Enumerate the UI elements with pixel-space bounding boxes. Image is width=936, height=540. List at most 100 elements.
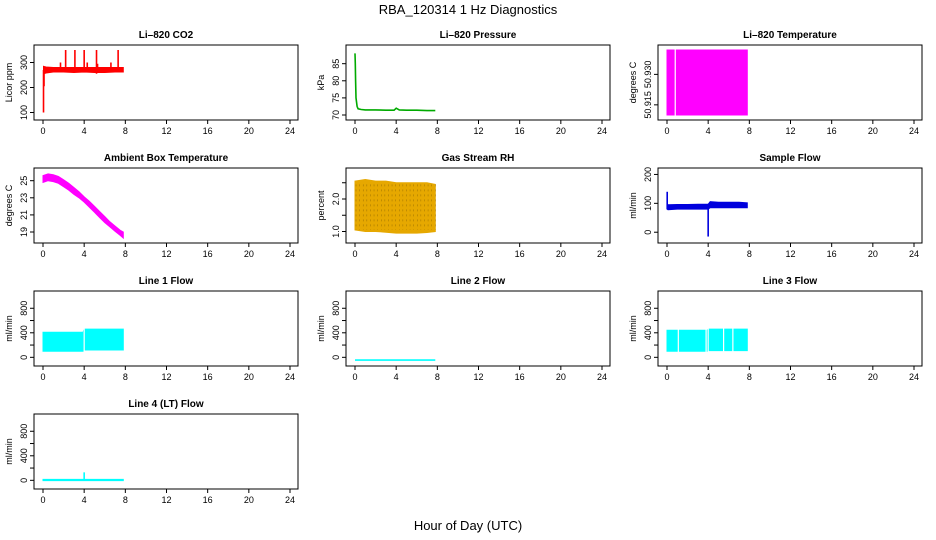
y-axis-label: degrees C	[4, 184, 14, 226]
x-tick-label: 0	[352, 249, 357, 259]
plot-frame	[33, 167, 299, 244]
x-tick-label: 16	[203, 126, 213, 136]
panel-title: Line 4 (LT) Flow	[128, 399, 204, 410]
plot-frame	[33, 290, 299, 367]
x-tick-label: 8	[435, 126, 440, 136]
x-tick-label: 16	[827, 249, 837, 259]
panel-8: Line 2 Flow 0 4 8 12 16 20 24 0 400 800 ml/min	[316, 276, 611, 382]
x-tick-label: 16	[515, 372, 525, 382]
x-tick-label: 24	[285, 495, 295, 505]
plot-frame	[345, 290, 611, 367]
x-tick-label: 12	[785, 249, 795, 259]
y-axis-label: ml/min	[4, 315, 14, 342]
x-tick-label: 8	[747, 126, 752, 136]
x-tick-label: 12	[785, 372, 795, 382]
series-temperature	[666, 49, 748, 116]
plot-frame	[345, 44, 611, 121]
x-tick-label: 8	[123, 495, 128, 505]
x-tick-label: 20	[868, 126, 878, 136]
x-tick-label: 0	[40, 126, 45, 136]
panel-3: Li–820 Temperature 0 4 8 12 16 20 24 50.915 50.93…	[628, 30, 923, 136]
x-tick-label: 0	[664, 249, 669, 259]
x-tick-label: 4	[82, 495, 87, 505]
y-tick-label: 0	[19, 478, 29, 483]
x-tick-label: 8	[123, 249, 128, 259]
y-tick-label: 800	[19, 301, 29, 316]
x-tick-label: 4	[82, 372, 87, 382]
x-tick-label: 16	[203, 372, 213, 382]
x-tick-label: 12	[161, 126, 171, 136]
y-axis-label: ml/min	[316, 315, 326, 342]
x-tick-label: 8	[435, 372, 440, 382]
series-line-1	[42, 328, 124, 352]
x-tick-label: 20	[868, 372, 878, 382]
y-axis-label: ml/min	[628, 315, 638, 342]
y-axis-label: percent	[316, 190, 326, 221]
panel-1: Li–820 CO2 0 4 8 12 16 20 24 100 200 300 Licor ppm	[4, 30, 299, 136]
x-tick-label: 8	[747, 249, 752, 259]
x-tick-label: 8	[435, 249, 440, 259]
x-tick-label: 20	[244, 126, 254, 136]
x-tick-label: 20	[556, 249, 566, 259]
panel-title: Li–820 CO2	[139, 30, 194, 41]
y-axis-label: ml/min	[628, 192, 638, 219]
x-tick-label: 12	[161, 372, 171, 382]
y-tick-label: 25	[19, 176, 29, 186]
x-tick-label: 4	[394, 126, 399, 136]
x-tick-label: 8	[123, 372, 128, 382]
figure-title: RBA_120314 1 Hz Diagnostics	[378, 2, 558, 17]
x-tick-label: 20	[244, 495, 254, 505]
y-tick-label: 100	[643, 196, 653, 211]
x-tick-label: 16	[515, 126, 525, 136]
x-tick-label: 0	[664, 372, 669, 382]
series-sample-flow	[666, 201, 748, 211]
y-tick-label: 400	[19, 448, 29, 463]
y-tick-label: 400	[643, 325, 653, 340]
x-tick-label: 24	[285, 126, 295, 136]
x-tick-label: 16	[203, 495, 213, 505]
y-axis-label: ml/min	[4, 438, 14, 465]
x-tick-label: 12	[785, 126, 795, 136]
x-tick-label: 0	[40, 249, 45, 259]
y-tick-label: 0	[331, 355, 341, 360]
x-tick-label: 12	[473, 126, 483, 136]
series-box-temp	[42, 173, 124, 240]
y-tick-label: 100	[19, 105, 29, 120]
x-tick-label: 24	[597, 372, 607, 382]
x-tick-label: 20	[244, 372, 254, 382]
panel-4: Ambient Box Temperature 0 4 8 12 16 20 24 19 21 23…	[4, 153, 299, 259]
x-tick-label: 20	[868, 249, 878, 259]
y-tick-label: 70	[331, 110, 341, 120]
y-tick-label: 0	[643, 355, 653, 360]
x-tick-label: 12	[161, 495, 171, 505]
x-tick-label: 24	[909, 126, 919, 136]
y-tick-label: 800	[19, 424, 29, 439]
x-tick-label: 24	[285, 372, 295, 382]
y-tick-label: 800	[643, 301, 653, 316]
y-axis-label: Licor ppm	[4, 63, 14, 103]
panel-title: Sample Flow	[759, 153, 820, 164]
y-tick-label: 200	[643, 167, 653, 182]
x-tick-label: 0	[352, 372, 357, 382]
series-line-3	[666, 328, 748, 352]
panel-10: Line 4 (LT) Flow 0 4 8 12 16 20 24 0 400 800 ml/min	[4, 399, 299, 505]
y-tick-label: 23	[19, 193, 29, 203]
panel-9: Line 3 Flow 0 4 8 12 16 20 24 0 400 800 ml/min	[628, 276, 923, 382]
panel-title: Gas Stream RH	[442, 153, 515, 164]
x-tick-label: 4	[394, 249, 399, 259]
x-tick-label: 20	[556, 372, 566, 382]
panel-title: Li–820 Pressure	[440, 30, 517, 41]
x-tick-label: 24	[909, 249, 919, 259]
y-tick-label: 85	[331, 59, 341, 69]
x-tick-label: 20	[556, 126, 566, 136]
x-tick-label: 4	[394, 372, 399, 382]
y-tick-label: 0	[19, 355, 29, 360]
y-tick-label: 200	[19, 80, 29, 95]
x-tick-label: 24	[597, 126, 607, 136]
y-tick-label: 21	[19, 210, 29, 220]
x-tick-label: 12	[473, 372, 483, 382]
x-tick-label: 8	[747, 372, 752, 382]
y-tick-label: 300	[19, 55, 29, 70]
x-tick-label: 24	[909, 372, 919, 382]
